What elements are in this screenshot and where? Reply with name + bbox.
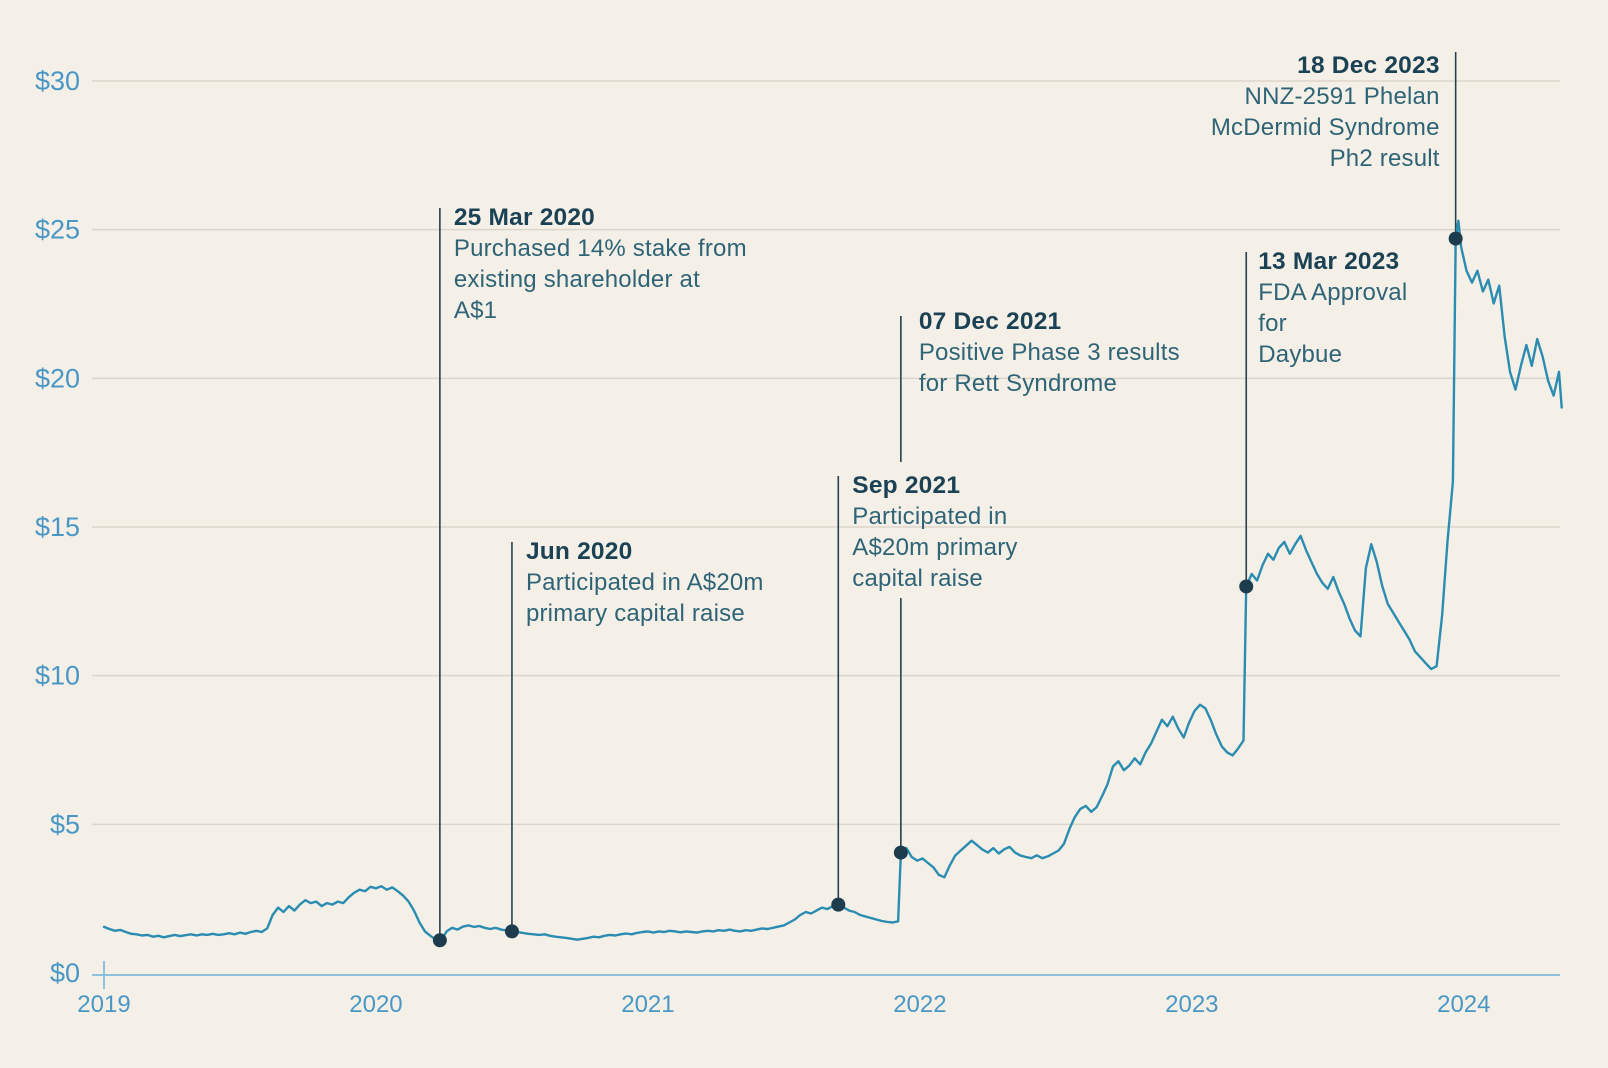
x-tick-label-2023: 2023 — [1165, 991, 1218, 1018]
y-tick-label-0: $0 — [50, 958, 80, 988]
event-marker-raise-sep-2021 — [831, 897, 846, 912]
price-line — [102, 219, 1563, 942]
x-tick-label-2024: 2024 — [1437, 991, 1490, 1018]
event-marker-phase3-dec-2021 — [893, 845, 908, 860]
y-tick-label-15: $15 — [35, 512, 80, 542]
x-tick-label-2022: 2022 — [893, 991, 946, 1018]
y-tick-label-25: $25 — [35, 215, 80, 245]
event-marker-ph2-dec-2023 — [1448, 231, 1463, 246]
x-tick-label-2020: 2020 — [349, 991, 402, 1018]
x-tick-label-2021: 2021 — [621, 991, 674, 1018]
event-marker-fda-mar-2023 — [1239, 579, 1254, 594]
event-marker-raise-jun-2020 — [504, 924, 519, 939]
event-marker-purchase-mar-2020 — [432, 933, 447, 948]
y-tick-label-10: $10 — [35, 661, 80, 691]
y-tick-label-30: $30 — [35, 66, 80, 96]
y-tick-label-20: $20 — [35, 363, 80, 393]
y-tick-label-5: $5 — [50, 809, 80, 839]
x-tick-label-2019: 2019 — [77, 991, 130, 1018]
